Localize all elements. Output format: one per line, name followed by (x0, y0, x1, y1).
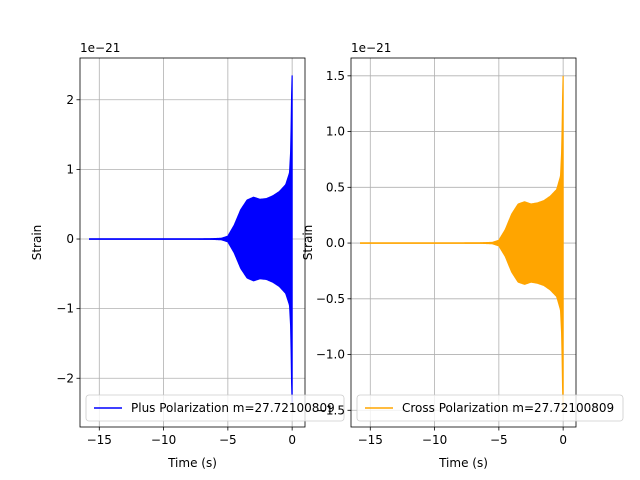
x-tick-label: −15 (87, 433, 112, 447)
x-tick-label: −10 (151, 433, 176, 447)
x-tick-label: −5 (219, 433, 237, 447)
y-tick-label: −1 (56, 302, 74, 316)
plot-frame (79, 57, 306, 428)
plot-frame (350, 57, 577, 428)
y-tick-label: 1 (66, 162, 74, 176)
y-tick-label: 0.5 (326, 180, 345, 194)
x-tick-label: 0 (288, 433, 296, 447)
x-axis-label: Time (s) (167, 456, 217, 470)
legend-box (85, 394, 345, 422)
y-tick-label: −1.0 (316, 348, 345, 362)
legend: Cross Polarization m=27.72100809 (356, 394, 624, 422)
y-tick-label: −0.5 (316, 292, 345, 306)
x-tick-label: −10 (422, 433, 447, 447)
legend: Plus Polarization m=27.72100809 (85, 394, 345, 422)
y-tick-label: −2 (56, 371, 74, 385)
y-tick-label: 2 (66, 93, 74, 107)
y-tick-label: 1.0 (326, 125, 345, 139)
y-axis-label: Strain (30, 225, 44, 261)
y-axis-label: Strain (301, 225, 315, 261)
x-tick-label: −5 (490, 433, 508, 447)
y-tick-label: −1.5 (316, 403, 345, 417)
axis-offset-text: 1e−21 (351, 41, 391, 55)
legend-label: Plus Polarization m=27.72100809 (131, 401, 335, 415)
axis-offset-text: 1e−21 (80, 41, 120, 55)
legend-box (356, 394, 624, 422)
y-tick-label: 0 (66, 232, 74, 246)
legend-label: Cross Polarization m=27.72100809 (402, 401, 614, 415)
y-tick-label: 1.5 (326, 69, 345, 83)
y-tick-label: 0.0 (326, 236, 345, 250)
x-tick-label: 0 (559, 433, 567, 447)
x-axis-label: Time (s) (438, 456, 488, 470)
x-tick-label: −15 (358, 433, 383, 447)
chart-2: −15 −10 −5 0 −1.5 −1.0 −0.5 0.0 0.5 1.0 1.5 1e−21 Ti… (301, 41, 624, 470)
